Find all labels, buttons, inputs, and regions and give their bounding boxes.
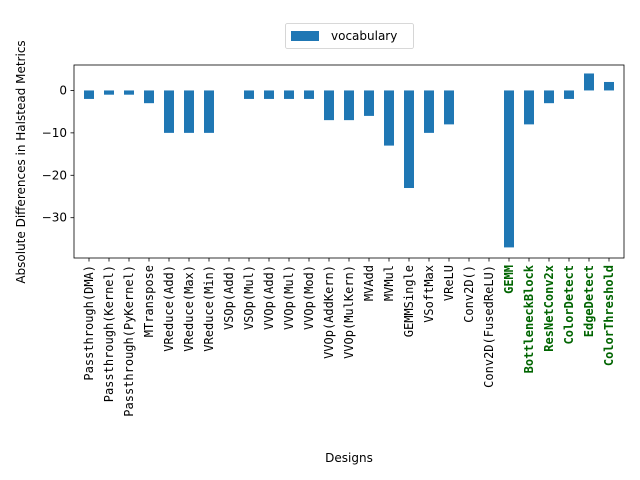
x-tick-label: GEMMSingle — [402, 265, 416, 337]
x-tick-label: VReduce(Add) — [162, 265, 176, 352]
bar — [124, 90, 134, 95]
x-tick-label: VSoftMax — [422, 265, 436, 323]
bar — [544, 90, 554, 104]
bars-group — [84, 73, 614, 248]
x-tick-label: VVOp(AddKern) — [322, 265, 336, 359]
bar — [384, 90, 394, 146]
plot-frame — [73, 64, 625, 259]
x-tick-label: ColorDetect — [562, 265, 576, 344]
x-tick-label: VSOp(Mul) — [242, 265, 256, 330]
x-tick-label: VVOp(Mod) — [302, 265, 316, 330]
x-tick-label: ResNetConv2x — [542, 265, 556, 352]
y-tick-label: −30 — [42, 211, 67, 225]
bar — [184, 90, 194, 133]
bar — [584, 73, 594, 91]
legend-frame — [285, 23, 414, 49]
x-tick-label: EdgeDetect — [582, 265, 596, 337]
y-tick-label: 0 — [59, 83, 67, 97]
bar — [504, 90, 514, 248]
x-tick-label: Conv2D(FusedReLU) — [482, 265, 496, 388]
x-axis-label: Designs — [325, 451, 373, 465]
legend-swatch — [291, 31, 319, 41]
bar — [424, 90, 434, 133]
x-tick-label: BottleneckBlock — [522, 264, 536, 373]
x-ticks-group: Passthrough(DMA) Passthrough(Kernel) Passt… — [82, 258, 616, 417]
bar — [524, 90, 534, 125]
x-tick-label: Conv2D() — [462, 265, 476, 323]
bar — [84, 90, 94, 99]
y-tick-label: −20 — [42, 168, 67, 182]
bar — [304, 90, 314, 99]
bar — [284, 90, 294, 99]
bar — [104, 90, 114, 95]
x-tick-label: VReLU — [442, 265, 456, 301]
legend: vocabulary — [285, 23, 414, 49]
bar — [604, 81, 614, 91]
x-tick-label: GEMM — [502, 265, 516, 294]
x-tick-label: VReduce(Min) — [202, 265, 216, 352]
y-tick-label: −10 — [42, 126, 67, 140]
bar — [204, 90, 214, 133]
x-tick-label: ColorThreshold — [602, 265, 616, 366]
x-tick-label: MTranspose — [142, 265, 156, 337]
legend-label: vocabulary — [331, 29, 397, 43]
bar — [444, 90, 454, 125]
bar — [244, 90, 254, 99]
y-ticks-group: 0 −10 −20 −30 — [42, 83, 74, 225]
bar — [264, 90, 274, 99]
x-tick-label: MVAdd — [362, 265, 376, 301]
bar — [324, 90, 334, 121]
x-tick-label: Passthrough(Kernel) — [102, 265, 116, 402]
bar — [144, 90, 154, 104]
x-tick-label: VVOp(MulKern) — [342, 265, 356, 359]
bar — [344, 90, 354, 121]
x-tick-label: VVOp(Mul) — [282, 265, 296, 330]
y-axis-label: Absolute Differences in Halstead Metrics — [14, 40, 28, 283]
bar — [404, 90, 414, 189]
x-tick-label: VVOp(Add) — [262, 265, 276, 330]
bar — [164, 90, 174, 133]
bar — [564, 90, 574, 99]
x-tick-label: VSOp(Add) — [222, 265, 236, 330]
x-tick-label: Passthrough(DMA) — [82, 265, 96, 381]
x-tick-label: VReduce(Max) — [182, 265, 196, 352]
bar — [364, 90, 374, 116]
x-tick-label: MVMul — [382, 265, 396, 301]
x-tick-label: Passthrough(PyKernel) — [122, 265, 136, 417]
